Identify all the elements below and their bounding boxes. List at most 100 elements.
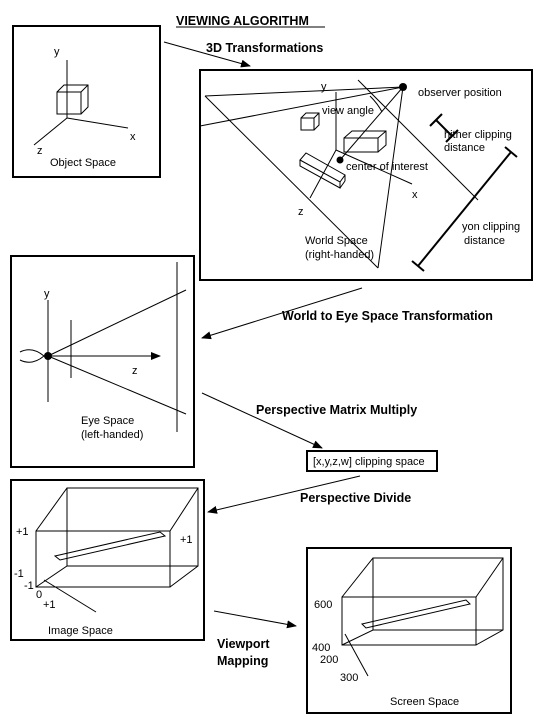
frustum-line-top — [199, 86, 404, 127]
screen-400-label: 400 — [312, 642, 330, 654]
object-z-label: z — [37, 145, 43, 157]
world-y-label: y — [321, 81, 327, 93]
eye-icon — [19, 349, 45, 363]
object-cube-front — [56, 91, 82, 115]
step-perspective-matrix: Perspective Matrix Multiply — [256, 403, 417, 417]
yon-label-2: distance — [464, 235, 505, 247]
arrow-world-to-eye — [201, 287, 363, 340]
screen-space-frame — [306, 547, 512, 714]
screen-box-edge-tr — [475, 557, 504, 598]
screen-box-hidden — [341, 629, 503, 646]
step-perspective-divide: Perspective Divide — [300, 491, 411, 505]
eye-space-handedness: (left-handed) — [81, 429, 143, 441]
image-bar — [53, 531, 167, 561]
world-box-back — [343, 130, 387, 153]
world-space-label: World Space — [305, 235, 368, 247]
view-angle-arc — [369, 95, 383, 113]
clipping-space-box — [306, 450, 438, 472]
line-of-sight — [339, 86, 404, 161]
screen-box-back — [341, 557, 504, 646]
eye-frustum-bottom — [47, 355, 187, 415]
arrow-clip-to-image — [207, 475, 361, 514]
diagram-title: VIEWING ALGORITHM — [176, 14, 309, 28]
image-plus1-right: +1 — [180, 534, 193, 546]
screen-space-label: Screen Space — [390, 696, 459, 708]
frustum-line-upper — [204, 86, 404, 97]
step-viewport-2: Mapping — [217, 654, 268, 668]
center-of-interest-marker — [336, 156, 344, 164]
yon-dimension-line — [417, 151, 512, 267]
step-viewport-1: Viewport — [217, 637, 270, 651]
world-box-edge — [377, 130, 387, 139]
image-space-frame — [10, 479, 205, 641]
world-space-handedness: (right-handed) — [305, 249, 374, 261]
frustum-line-lower — [377, 86, 404, 269]
view-angle-label: view angle — [322, 105, 374, 117]
yon-tick-1 — [504, 146, 518, 158]
frustum-line-right — [357, 79, 479, 201]
world-z-axis — [309, 149, 337, 199]
object-cube-edge — [80, 84, 89, 93]
image-minus1-b: -1 — [24, 580, 34, 592]
yon-tick-2 — [411, 260, 425, 272]
image-space-panel: +1 +1 -1 -1 0 +1 Image Space — [10, 479, 205, 641]
hither-tick-2 — [445, 129, 459, 143]
image-box-front — [35, 530, 171, 588]
world-small-cube-front — [300, 117, 315, 131]
image-plus1-left: +1 — [16, 526, 29, 538]
eye-space-frame — [10, 255, 195, 468]
frustum-line-bottom — [204, 95, 379, 269]
object-space-frame — [12, 25, 161, 178]
world-bar-side — [339, 180, 346, 189]
screen-200-label: 200 — [320, 654, 338, 666]
world-small-cube-edge — [313, 112, 320, 119]
object-x-axis — [66, 117, 129, 129]
world-x-axis — [335, 149, 413, 185]
hither-label-2: distance — [444, 142, 485, 154]
image-zero: 0 — [36, 589, 42, 601]
image-minus1: -1 — [14, 568, 24, 580]
eye-y-label: y — [44, 288, 50, 300]
eye-space-panel: y z Eye Space (left-handed) — [10, 255, 195, 468]
image-box-back — [35, 487, 199, 588]
object-z-axis — [33, 117, 68, 146]
image-z-axis — [43, 579, 97, 613]
world-x-label: x — [412, 189, 418, 201]
object-space-panel: y x z Object Space — [12, 25, 161, 178]
center-of-interest-label: center of interest — [346, 161, 428, 173]
screen-z-axis — [344, 633, 369, 677]
image-box-edge-tr — [169, 487, 199, 532]
step-world-to-eye: World to Eye Space Transformation — [282, 309, 493, 323]
arrow-eye-to-clip — [201, 392, 323, 449]
image-plus1-bottom: +1 — [43, 599, 56, 611]
eye-space-label: Eye Space — [81, 415, 134, 427]
world-box-front — [343, 137, 379, 153]
screen-box-front — [341, 596, 477, 646]
eye-frustum-top — [47, 289, 187, 357]
world-space-panel: y x z observer position view angle cente… — [199, 69, 533, 281]
observer-marker — [399, 83, 407, 91]
arrow-object-to-world — [163, 41, 251, 68]
object-x-label: x — [130, 131, 136, 143]
yon-label-1: yon clipping — [462, 221, 520, 233]
hither-dimension-line — [435, 119, 453, 137]
arrow-image-to-screen — [213, 610, 297, 629]
hither-label-1: hither clipping — [444, 129, 512, 141]
hither-tick-1 — [429, 113, 443, 127]
eye-z-label: z — [132, 365, 138, 377]
image-space-label: Image Space — [48, 625, 113, 637]
screen-bar — [361, 599, 471, 629]
observer-position-label: observer position — [418, 87, 502, 99]
screen-600-label: 600 — [314, 599, 332, 611]
world-z-label: z — [298, 206, 304, 218]
object-y-label: y — [54, 46, 60, 58]
world-space-frame — [199, 69, 533, 281]
screen-space-panel: 600 400 200 300 Screen Space — [306, 547, 512, 714]
world-bar-front — [299, 160, 341, 189]
object-space-label: Object Space — [50, 157, 116, 169]
clipping-space-label: [x,y,z,w] clipping space — [313, 456, 425, 468]
step-3d-transformations: 3D Transformations — [206, 41, 323, 55]
screen-300-label: 300 — [340, 672, 358, 684]
